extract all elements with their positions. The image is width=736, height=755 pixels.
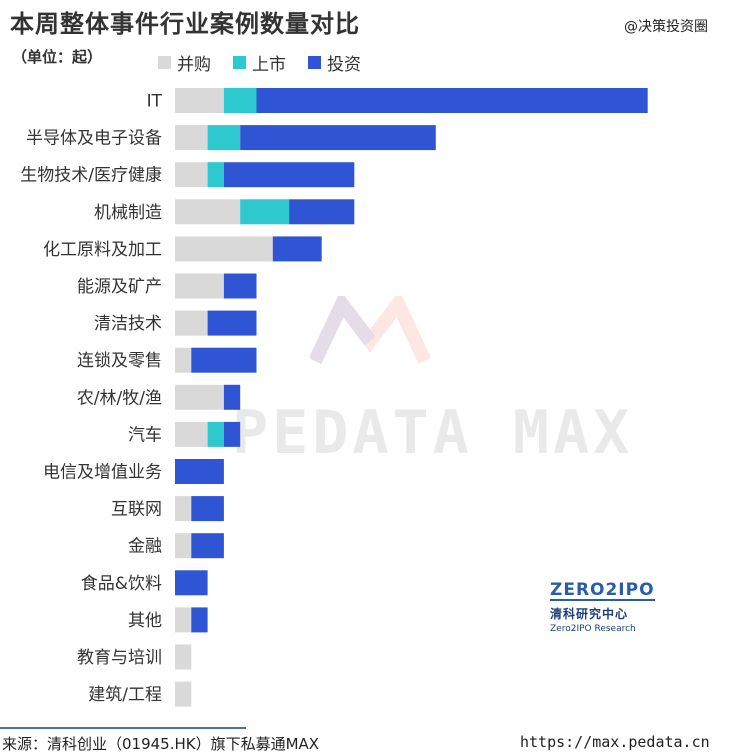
bar-segment bbox=[191, 347, 257, 373]
bar-segment bbox=[207, 162, 224, 188]
bar-segment bbox=[175, 347, 192, 373]
category-label: IT bbox=[147, 92, 163, 112]
legend-item-investment: 投资 bbox=[308, 50, 361, 75]
legend-item-merger: 并购 bbox=[158, 50, 211, 75]
category-label: 建筑/工程 bbox=[88, 685, 162, 705]
unit-label: （单位：起） bbox=[12, 48, 103, 66]
bar-segment bbox=[175, 459, 224, 484]
bar-segment bbox=[191, 607, 208, 633]
brand-name-en: Zero2IPO Research bbox=[550, 624, 636, 634]
bar-segment bbox=[223, 421, 241, 447]
bar-segment bbox=[175, 88, 224, 113]
bar-chart: IT 半导体及电子设备生物技术/医疗健康机械制造化工原料及加工能源及矿产清洁技术连… bbox=[20, 88, 648, 707]
bar-segment bbox=[223, 88, 257, 113]
legend-item-ipo: 上市 bbox=[233, 50, 286, 75]
category-label: 清洁技术 bbox=[94, 314, 162, 334]
bar-segment bbox=[272, 236, 322, 262]
bar-segment bbox=[256, 88, 648, 113]
footer-divider bbox=[0, 727, 246, 729]
category-label: 连锁及零售 bbox=[77, 351, 162, 371]
category-label: 汽车 bbox=[128, 425, 162, 445]
category-label: 生物技术/医疗健康 bbox=[20, 166, 162, 186]
bar-segment bbox=[223, 384, 241, 410]
legend-swatch bbox=[158, 56, 171, 69]
category-label: 化工原料及加工 bbox=[43, 240, 162, 260]
bar-segment bbox=[175, 644, 192, 670]
footer-source: 来源：清科创业（01945.HK）旗下私募通MAX bbox=[2, 735, 320, 753]
category-label: 教育与培训 bbox=[77, 648, 162, 668]
legend-swatch bbox=[308, 56, 321, 69]
bar-segment bbox=[175, 273, 224, 299]
bar-segment bbox=[175, 421, 208, 447]
footer-url[interactable]: https://max.pedata.cn bbox=[520, 733, 710, 751]
bar-segment bbox=[175, 496, 192, 522]
watermark-text: PEDATA MAX bbox=[232, 398, 634, 468]
source-tag: @决策投资圈 bbox=[624, 19, 708, 35]
category-label: 电信及增值业务 bbox=[43, 463, 162, 483]
legend-label: 并购 bbox=[177, 55, 211, 75]
category-label: 机械制造 bbox=[94, 203, 162, 223]
bar-segment bbox=[175, 384, 224, 410]
bar-segment bbox=[240, 199, 290, 225]
category-label: 互联网 bbox=[111, 500, 162, 520]
bar-segment bbox=[240, 125, 436, 151]
chart-title: 本周整体事件行业案例数量对比 bbox=[10, 10, 360, 38]
bar-segment bbox=[207, 310, 257, 336]
bar-segment bbox=[175, 681, 192, 707]
category-label: 农/林/牧/渔 bbox=[77, 388, 162, 408]
brand-name-cn: 清科研究中心 bbox=[550, 607, 629, 621]
bar-segment bbox=[207, 125, 241, 151]
brand-logo-text: ZERO2IPO bbox=[550, 580, 655, 601]
category-label: 食品&饮料 bbox=[81, 574, 162, 594]
category-label: 金融 bbox=[128, 537, 162, 557]
bar-segment bbox=[289, 199, 355, 225]
bar-segment bbox=[175, 533, 192, 559]
bar-segment bbox=[223, 162, 355, 188]
bar-segment bbox=[175, 607, 192, 633]
category-label: 半导体及电子设备 bbox=[26, 129, 162, 149]
bar-segment bbox=[207, 421, 224, 447]
bar-segment bbox=[223, 273, 257, 299]
legend-label: 上市 bbox=[252, 55, 286, 75]
brand-logo: ZERO2IPO 清科研究中心 Zero2IPO Research bbox=[550, 580, 655, 634]
bar-segment bbox=[175, 199, 241, 225]
legend: 并购 上市 投资 bbox=[158, 50, 383, 75]
category-label: 能源及矿产 bbox=[77, 277, 162, 297]
bar-segment bbox=[175, 310, 208, 336]
legend-label: 投资 bbox=[327, 55, 361, 75]
bar-segment bbox=[175, 236, 273, 262]
bar-segment bbox=[175, 162, 208, 188]
bar-segment bbox=[175, 125, 208, 151]
legend-swatch bbox=[233, 56, 246, 69]
category-label: 其他 bbox=[128, 611, 162, 631]
watermark-logo-icon bbox=[310, 296, 430, 364]
bar-segment bbox=[191, 496, 224, 522]
bar-segment bbox=[175, 570, 208, 596]
bar-segment bbox=[191, 533, 224, 559]
